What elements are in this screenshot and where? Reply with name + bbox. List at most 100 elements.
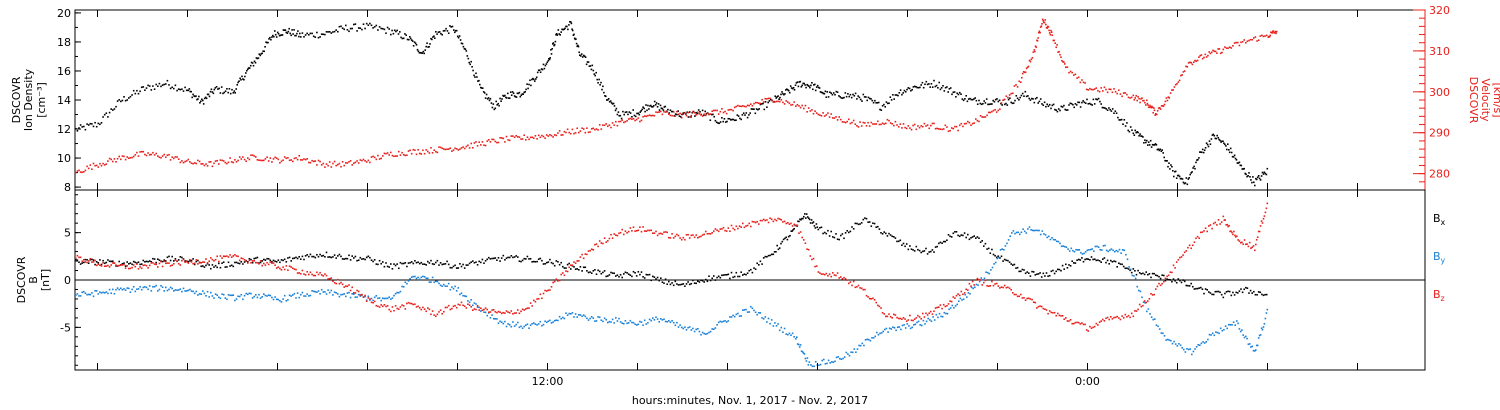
bottom-point-Bz [1092,326,1094,329]
bottom-point-Bx [732,276,734,279]
bottom-point-Bz [878,305,881,308]
bottom-point-Bx [1002,260,1004,262]
top-point-black [118,99,120,101]
bottom-point-Bx [173,260,175,262]
top-point-red [364,160,366,162]
bottom-point-Bz [124,267,127,269]
top-point-red [1116,92,1118,95]
top-point-red [809,110,812,112]
top-point-black [614,109,617,112]
bottom-point-Bx [995,256,998,259]
bottom-point-By [615,317,617,319]
bottom-point-By [774,322,776,324]
top-point-black [1160,150,1163,152]
top-point-black [549,57,551,59]
bottom-point-Bx [557,261,559,263]
top-point-black [787,89,790,92]
top-point-red [698,113,701,115]
bottom-point-By [785,333,787,335]
bottom-point-Bz [517,309,519,311]
bottom-point-Bz [761,219,763,222]
bottom-point-Bz [242,257,244,260]
bottom-point-Bx [504,259,506,261]
top-point-red [1187,62,1190,64]
top-point-black [525,88,527,91]
bottom-point-Bz [703,233,705,236]
top-point-black [1007,98,1010,101]
top-point-red [287,157,289,159]
bottom-point-Bz [801,236,803,239]
top-point-red [1106,91,1109,94]
top-point-black [982,102,984,105]
bottom-point-Bx [409,261,411,264]
bottom-point-By [863,344,865,347]
top-point-red [140,150,143,153]
bottom-point-Bx [558,263,561,266]
bottom-point-By [761,317,763,319]
bottom-point-By [502,322,505,325]
bottom-point-Bx [867,221,869,223]
top-point-black [1192,167,1194,169]
bottom-point-Bx [362,258,365,260]
top-point-black [1072,103,1074,106]
bottom-point-By [904,327,907,329]
top-point-red [110,158,112,161]
top-left-tick-label: 12 [57,123,71,136]
bottom-point-Bz [492,309,495,311]
top-point-black [359,27,362,29]
bottom-point-Bx [918,249,921,252]
bottom-point-By [1049,238,1052,241]
top-point-black [631,116,633,118]
bottom-point-Bx [1148,273,1151,275]
bottom-point-Bx [288,256,291,259]
top-point-black [595,71,597,74]
bottom-point-Bz [190,261,193,263]
bottom-point-Bz [1264,211,1267,214]
bottom-point-Bz [222,255,225,257]
bottom-point-By [1186,348,1188,350]
bottom-point-Bx [793,228,795,230]
top-point-red [1222,48,1225,51]
top-point-black [200,100,202,103]
top-point-black [565,25,567,28]
top-point-red [999,108,1001,110]
bottom-point-Bx [655,278,657,280]
top-point-black [212,92,215,95]
top-point-red [611,122,614,124]
top-point-red [1133,99,1136,101]
bottom-point-Bx [1137,269,1139,272]
bottom-point-Bz [518,312,521,315]
bottom-point-By [1089,248,1092,251]
bottom-point-Bx [806,216,809,218]
top-point-red [1151,105,1153,108]
top-point-red [867,121,869,124]
bottom-point-By [998,256,1000,259]
top-point-black [174,84,177,87]
bottom-point-By [140,288,143,291]
bottom-point-Bz [671,233,673,235]
legend-entry-By: By [1433,250,1446,265]
bottom-point-Bx [766,256,768,258]
top-point-black [474,76,476,78]
bottom-point-Bx [292,257,294,260]
bottom-point-Bz [897,317,900,320]
bottom-point-Bz [766,219,768,221]
top-point-black [704,110,706,113]
bottom-point-By [600,319,603,321]
bottom-point-Bx [179,256,182,258]
top-point-red [669,114,672,117]
bottom-point-Bz [465,307,468,309]
bottom-point-Bz [922,312,924,315]
top-point-black [115,105,117,108]
bottom-point-Bx [938,242,940,245]
top-point-red [579,130,582,132]
bottom-point-By [730,316,733,318]
top-point-black [168,84,170,86]
top-point-black [188,88,191,90]
top-point-black [1188,177,1190,179]
bottom-point-Bx [1092,258,1094,261]
top-point-black [639,111,641,113]
top-point-black [908,87,911,90]
bottom-point-By [184,290,186,292]
top-point-black [754,112,757,115]
